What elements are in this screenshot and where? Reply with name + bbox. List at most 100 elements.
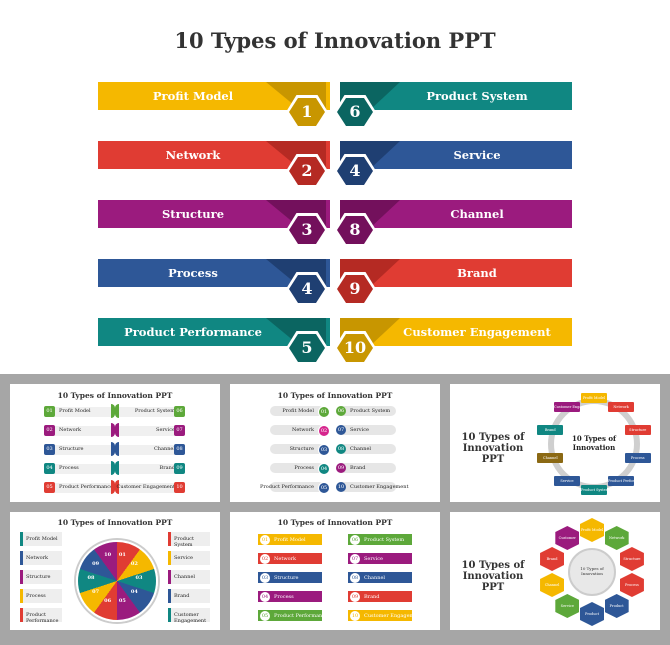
right-number-badge: 4 [334,154,376,188]
right-number: 9 [337,275,373,303]
legend-swatch [20,589,23,603]
legend-label: Profit Model [26,536,58,542]
thumbnail-6[interactable]: 10 Types of Innovation PPT 10 Types of I… [450,512,660,630]
main-title: 10 Types of Innovation PPT [174,28,496,53]
color-bar [348,591,412,602]
list-label: Network [59,427,82,433]
left-bar-label: Network [165,148,221,162]
pill-row [338,444,396,454]
bar-label: Brand [364,594,380,600]
number-badge: 10 [174,482,185,493]
thumbnail-4[interactable]: 10 Types of Innovation PPT Profit Model N… [10,512,220,630]
hexagon-icon: 3 [286,213,328,247]
hexagon-node: Product System [580,602,604,626]
pill-row [338,463,396,473]
hexagon-node: Product Performance [604,593,629,618]
ring-node: Customer Engagement [553,401,580,412]
hexagon-icon: 4 [286,272,328,306]
pill-row [270,482,324,492]
bar-label: Network [274,556,297,562]
number-circle: 10 [336,482,346,492]
pie-slice-label: 06 [104,597,112,604]
pill-label: Profit Model [282,408,314,414]
right-bar-label: Service [453,148,501,162]
bar-label: Product System [364,537,405,543]
ring-node: Product Performance [608,476,635,487]
list-row [118,483,178,493]
left-bar-label: Process [168,266,218,280]
hexagon-icon: 8 [334,213,376,247]
number-circle: 02 [318,425,330,437]
number-badge: 08 [174,444,185,455]
number-circle: 02 [260,553,270,564]
right-bar-label: Product System [426,89,528,103]
main-slide: 10 Types of Innovation PPT Profit Model 1… [0,0,670,374]
list-row [118,407,178,417]
ring-node: Network [608,401,635,412]
list-label: Channel [153,446,175,452]
color-bar [348,572,412,583]
bar-label: Service [364,556,383,562]
left-number-badge: 5 [286,331,328,365]
left-number: 4 [289,275,325,303]
hexagon-node: Service [555,593,580,618]
hexagon-node: Profit Model [580,518,604,542]
bar-label: Channel [364,575,386,581]
pill-label: Service [350,427,369,433]
bracket [115,461,119,475]
hexagon-icon: 6 [334,95,376,129]
hexagon-icon: 1 [286,95,328,129]
pill-row [338,425,396,435]
list-label: Profit Model [59,408,91,414]
hexagon-node: Network [604,526,629,551]
pill-label: Brand [350,465,366,471]
hexagon-icon: 5 [286,331,328,365]
thumbnail-3[interactable]: 10 Types of Innovation PPT 10 Types of I… [450,384,660,502]
hexagon-node: Process [619,572,644,597]
legend-swatch [168,589,171,603]
thumbnail-2[interactable]: 10 Types of Innovation PPT Profit Model 0… [230,384,440,502]
left-number: 1 [289,98,325,126]
ring-node: Brand [537,424,564,435]
left-number-badge: 1 [286,95,328,129]
thumbnail-5[interactable]: 10 Types of Innovation PPT 01 Profit Mode… [230,512,440,630]
hexagon-node: Brand [540,547,565,572]
hexagon-node: Channel [540,572,565,597]
bracket [111,480,115,494]
ring-node: Product System [581,485,607,495]
legend-row [168,589,210,603]
legend-swatch [20,532,23,546]
color-bar [258,591,322,602]
pill-label: Process [294,465,314,471]
legend-label: Customer Engagement [174,612,207,624]
color-bar [348,610,412,621]
list-row [50,483,112,493]
legend-row [20,589,62,603]
hexagon-icon: 2 [286,154,328,188]
right-number-badge: 10 [334,331,376,365]
hexagon-icon: 4 [334,154,376,188]
pie-slice-label: 04 [130,589,138,596]
list-label: Product Performance [59,484,114,490]
number-badge: 01 [44,406,55,417]
pill-label: Network [291,427,314,433]
legend-label: Product Performance [26,612,59,624]
left-number-badge: 3 [286,213,328,247]
pie-slice-label: 10 [104,552,112,559]
thumbnail-title: 10 Types of Innovation PPT [277,518,393,527]
right-number: 4 [337,157,373,185]
pie-slice-label: 03 [135,575,143,581]
legend-row [168,532,210,546]
pill-label: Product System [350,408,391,414]
list-row [50,464,112,474]
ring-node: Process [624,453,651,464]
list-row [118,445,178,455]
thumbnail-1[interactable]: 10 Types of Innovation PPT 01 Profit Mode… [10,384,220,502]
pill-label: Product Performance [259,484,314,490]
right-number-badge: 6 [334,95,376,129]
pill-row [338,482,396,492]
color-bar [258,553,322,564]
list-row [118,464,178,474]
pill-row [270,463,324,473]
list-label: Brand [159,465,175,471]
